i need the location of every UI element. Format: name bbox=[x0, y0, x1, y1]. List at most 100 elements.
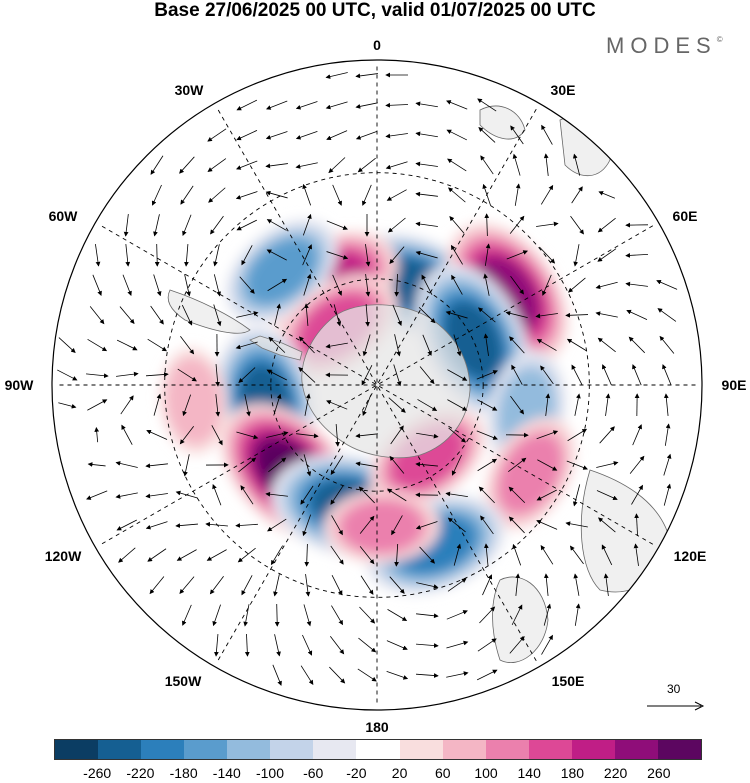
wind-vector bbox=[325, 101, 348, 110]
wind-vector bbox=[535, 313, 558, 319]
wind-vector bbox=[209, 575, 224, 595]
wind-vector bbox=[358, 637, 377, 653]
wind-vector bbox=[394, 273, 400, 297]
wind-vector bbox=[215, 364, 221, 387]
wind-vector bbox=[483, 333, 489, 356]
label-lon-120e: 120E bbox=[673, 548, 707, 564]
wind-vector bbox=[511, 364, 523, 385]
wind-vector bbox=[477, 399, 498, 411]
wind-vector bbox=[386, 640, 408, 650]
wind-vector bbox=[510, 125, 524, 145]
wind-vector bbox=[179, 426, 195, 445]
wind-vector bbox=[415, 250, 438, 259]
wind-vector bbox=[476, 370, 498, 380]
wind-vector bbox=[362, 184, 372, 206]
wind-vector bbox=[89, 306, 105, 325]
wind-vector bbox=[244, 633, 250, 657]
wind-vector bbox=[212, 483, 222, 506]
wind-vector bbox=[599, 426, 615, 444]
wind-vector bbox=[326, 130, 348, 141]
wind-vector bbox=[235, 341, 258, 350]
wind-vector bbox=[484, 213, 490, 237]
wind-vector bbox=[422, 334, 432, 356]
wind-vector bbox=[359, 606, 376, 624]
wind-vector bbox=[506, 250, 528, 260]
wind-vector bbox=[415, 521, 438, 530]
wind-vector bbox=[542, 274, 552, 296]
wind-vector bbox=[330, 455, 344, 476]
wind-vector bbox=[453, 543, 462, 566]
wind-vector bbox=[566, 460, 588, 470]
wind-vector bbox=[595, 311, 618, 318]
brand-text: MODES bbox=[606, 33, 717, 58]
wind-vector bbox=[446, 100, 468, 110]
wind-vectors bbox=[57, 72, 678, 686]
wind-vector bbox=[57, 369, 78, 381]
wind-vector bbox=[415, 461, 438, 467]
wind-vector bbox=[274, 634, 281, 657]
wind-vector bbox=[115, 492, 138, 499]
wind-vector bbox=[514, 183, 521, 206]
wind-vector bbox=[478, 126, 496, 143]
wind-vector bbox=[394, 334, 401, 357]
wind-vector bbox=[478, 486, 495, 504]
colorbar-tick: 100 bbox=[474, 765, 498, 781]
wind-vector bbox=[510, 275, 524, 295]
wind-vector bbox=[215, 394, 221, 417]
wind-vector bbox=[572, 484, 581, 507]
wind-vector bbox=[147, 548, 167, 562]
wind-vector bbox=[545, 393, 551, 416]
wind-vector bbox=[149, 576, 165, 595]
wind-vector bbox=[265, 131, 288, 140]
wind-vector bbox=[484, 243, 491, 266]
wind-vector bbox=[326, 251, 349, 260]
wind-vector bbox=[355, 433, 378, 439]
label-lon-60e: 60E bbox=[672, 208, 698, 224]
wind-vector bbox=[265, 190, 288, 199]
wind-vector bbox=[421, 274, 433, 295]
modes-logo: MODES© bbox=[606, 33, 723, 59]
wind-vector bbox=[236, 431, 259, 440]
wind-vector bbox=[150, 305, 164, 325]
wind-vector bbox=[182, 604, 192, 626]
map-border bbox=[51, 59, 703, 711]
wind-vector bbox=[415, 131, 438, 138]
wind-vector bbox=[355, 461, 378, 468]
wind-vector bbox=[151, 184, 162, 206]
wind-vector bbox=[241, 245, 253, 266]
wind-vector bbox=[508, 457, 527, 473]
colorbar-tick: 60 bbox=[435, 765, 451, 781]
wind-vector bbox=[387, 217, 406, 233]
wind-vector bbox=[333, 304, 342, 327]
wind-vector bbox=[598, 191, 616, 199]
wind-vector bbox=[415, 221, 438, 227]
colorbar-swatch bbox=[55, 740, 99, 759]
wind-vector bbox=[657, 308, 677, 322]
wind-vector bbox=[123, 214, 129, 237]
wind-vector bbox=[235, 523, 259, 528]
wind-vector bbox=[300, 485, 314, 505]
wind-vector bbox=[573, 244, 580, 267]
wind-vector bbox=[508, 486, 526, 504]
wind-vector bbox=[634, 513, 640, 537]
wind-vector bbox=[543, 573, 549, 596]
wind-vector bbox=[659, 335, 675, 354]
antarctica-landmass bbox=[249, 304, 471, 459]
wind-vector bbox=[87, 462, 106, 467]
wind-vector bbox=[389, 455, 405, 474]
wind-vector bbox=[633, 543, 639, 566]
wind-vector bbox=[482, 574, 493, 596]
wind-vector bbox=[207, 158, 227, 172]
wind-vector bbox=[541, 124, 553, 145]
wind-vector bbox=[447, 369, 468, 381]
wind-vector bbox=[175, 523, 198, 528]
wind-vector bbox=[656, 279, 678, 290]
wind-vector bbox=[330, 545, 344, 565]
colorbar-swatch bbox=[614, 740, 658, 759]
wind-vector bbox=[388, 397, 406, 413]
wind-vector bbox=[272, 664, 282, 686]
wind-vector bbox=[385, 161, 408, 170]
wind-vector bbox=[121, 424, 133, 445]
colorbar-tick: 180 bbox=[560, 765, 585, 781]
